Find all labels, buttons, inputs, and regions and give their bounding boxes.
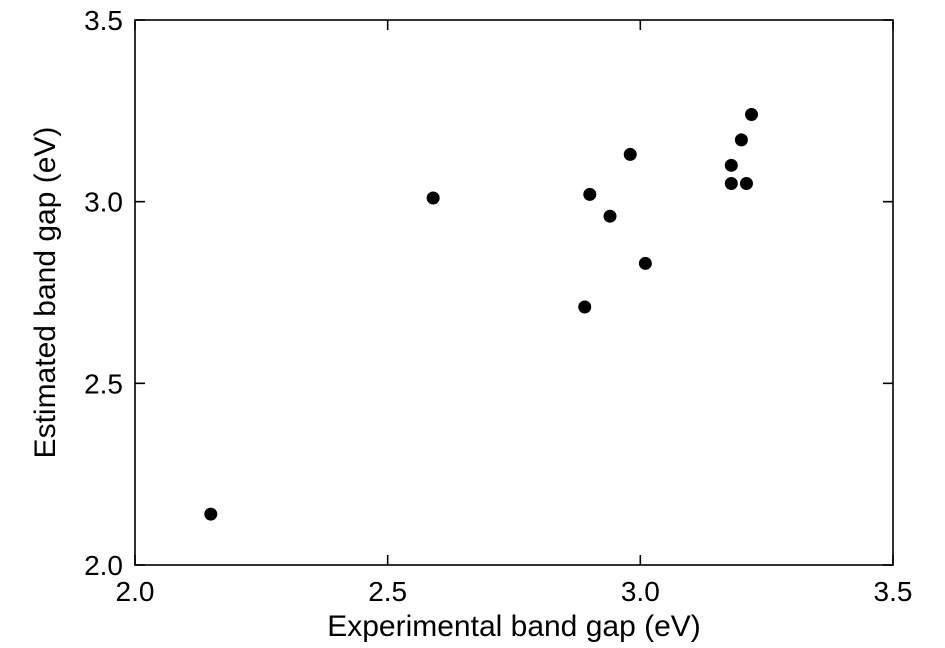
tick-labels: 2.0 2.5 3.0 3.5 2.0 2.5 3.0 3.5 — [84, 5, 912, 607]
data-point — [724, 158, 738, 172]
x-axis-title: Experimental band gap (eV) — [327, 610, 701, 643]
data-point — [603, 209, 617, 223]
data-points — [204, 107, 759, 521]
data-point — [426, 191, 440, 205]
x-tick-label: 3.0 — [621, 576, 660, 607]
data-point — [583, 187, 597, 201]
data-point — [204, 507, 218, 521]
data-point — [745, 107, 759, 121]
x-tick-label: 3.5 — [874, 576, 913, 607]
x-tick-label: 2.0 — [116, 576, 155, 607]
y-axis-title: Estimated band gap (eV) — [29, 127, 62, 459]
data-point — [724, 177, 738, 190]
plot-frame — [134, 19, 894, 566]
y-tick-label: 2.0 — [84, 550, 123, 581]
data-point — [638, 256, 652, 270]
x-tick-label: 2.5 — [368, 576, 407, 607]
y-tick-label: 2.5 — [84, 368, 123, 399]
data-point — [739, 177, 753, 190]
axis-ticks — [134, 19, 894, 566]
y-tick-label: 3.5 — [84, 5, 123, 36]
data-point — [623, 147, 637, 161]
y-tick-label: 3.0 — [84, 187, 123, 218]
data-point — [734, 133, 748, 147]
data-point — [578, 300, 592, 314]
